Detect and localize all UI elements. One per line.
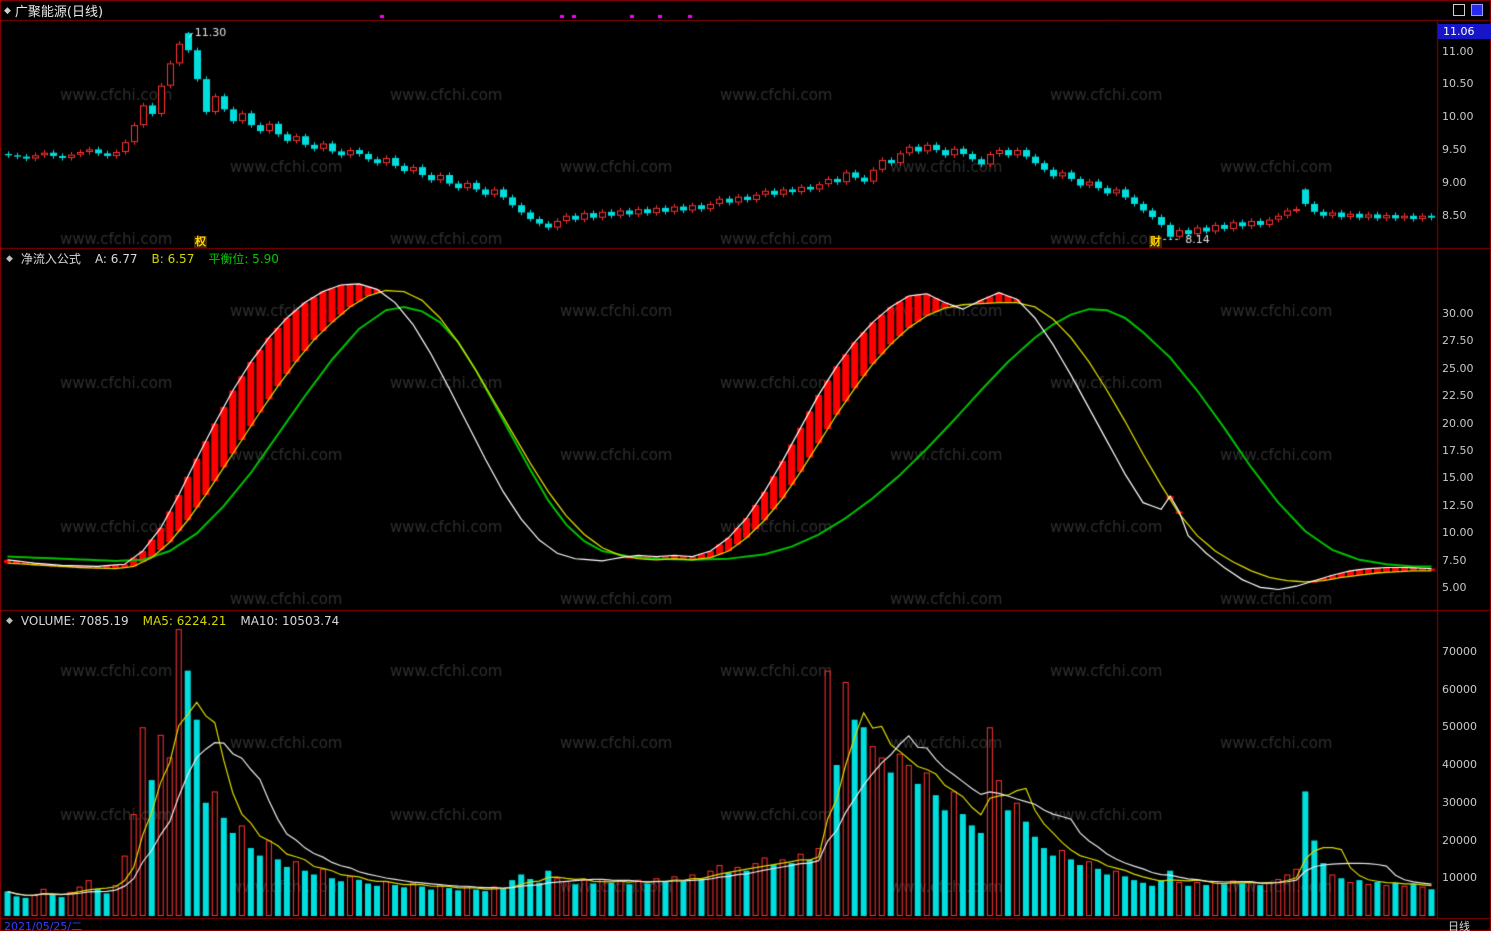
layout-icon[interactable] (1471, 4, 1483, 16)
y-axis-label: 17.50 (1442, 443, 1474, 457)
volume-ma10-value: MA10: 10503.74 (240, 613, 340, 628)
y-axis-label: 22.50 (1442, 389, 1474, 403)
indicator-b-value: B: 6.57 (151, 251, 195, 266)
y-axis-label: 15.00 (1442, 471, 1474, 485)
indicator-header: ◆ 净流入公式 A: 6.77 B: 6.57 平衡位: 5.90 (6, 251, 279, 267)
volume-ma5-value: MA5: 6224.21 (142, 613, 227, 628)
volume-bullet-icon: ◆ (6, 615, 13, 626)
y-axis-label: 27.50 (1442, 334, 1474, 348)
y-axis-label: 40000 (1442, 758, 1477, 771)
indicator-balance-value: 平衡位: 5.90 (208, 252, 279, 266)
y-axis-label: 30.00 (1442, 306, 1474, 320)
y-axis-label: 25.00 (1442, 361, 1474, 375)
y-axis-label: 10.50 (1442, 77, 1474, 91)
titlebar: ◆ 广聚能源(日线) (4, 2, 104, 20)
app-bullet-icon: ◆ (4, 5, 11, 16)
y-axis-label: 7.50 (1442, 553, 1467, 567)
statusbar: 2021/05/25/二 日线 (0, 918, 1491, 931)
status-date: 2021/05/25/二 (4, 920, 83, 931)
indicator-bullet-icon: ◆ (6, 253, 13, 264)
event-marker[interactable]: 财 (1149, 235, 1162, 248)
volume-value: VOLUME: 7085.19 (20, 613, 129, 628)
y-axis-label: 10000 (1442, 871, 1477, 885)
y-axis-label: 30000 (1442, 795, 1477, 809)
y-axis-label: 10.00 (1442, 110, 1474, 124)
y-axis-label: 5.00 (1442, 581, 1467, 595)
y-axis-label: 10.00 (1442, 526, 1474, 540)
window-title: 广聚能源(日线) (14, 5, 104, 20)
titlebar-icons (1453, 4, 1483, 16)
volume-header: ◆ VOLUME: 7085.19 MA5: 6224.21 MA10: 105… (6, 613, 339, 628)
indicator-name: 净流入公式 (20, 252, 81, 266)
y-axis-label: 20000 (1442, 833, 1477, 847)
event-marker[interactable]: 权 (194, 235, 207, 248)
y-axis-label: 9.00 (1442, 175, 1467, 189)
y-axis-label: 12.50 (1442, 498, 1474, 512)
y-axis-label: 8.50 (1442, 208, 1467, 222)
y-axis-label: 20.00 (1442, 416, 1474, 430)
y-axis-label: 70000 (1442, 644, 1477, 658)
y-axis-label: 60000 (1442, 682, 1477, 696)
indicator-a-value: A: 6.77 (94, 251, 138, 266)
last-price-tag: 11.06 (1438, 24, 1491, 39)
restore-window-icon[interactable] (1453, 4, 1465, 16)
y-axis-label: 11.00 (1442, 44, 1474, 58)
y-axis-label: 9.50 (1442, 143, 1467, 157)
y-axis-label: 50000 (1442, 720, 1477, 734)
period-selector[interactable]: 日线 (1448, 920, 1470, 931)
